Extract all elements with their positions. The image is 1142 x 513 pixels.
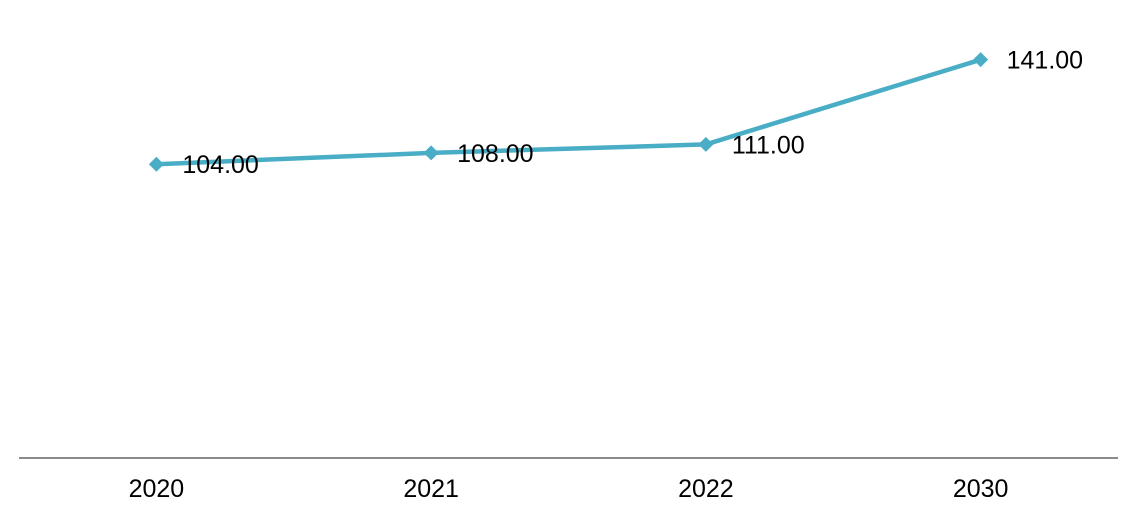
series-line — [154, 57, 983, 167]
data-label: 111.00 — [732, 131, 805, 159]
x-axis-tick-label: 2022 — [678, 475, 734, 503]
x-axis-tick-label: 2021 — [403, 475, 459, 503]
data-point-marker — [973, 52, 989, 68]
data-label: 104.00 — [182, 151, 258, 179]
data-label: 108.00 — [457, 140, 533, 168]
data-label: 141.00 — [1007, 47, 1083, 75]
data-point-marker — [148, 156, 164, 172]
x-axis-tick-label: 2030 — [953, 475, 1009, 503]
x-axis-tick-label: 2020 — [129, 475, 185, 503]
data-point-marker — [423, 145, 439, 161]
data-point-marker — [698, 136, 714, 152]
